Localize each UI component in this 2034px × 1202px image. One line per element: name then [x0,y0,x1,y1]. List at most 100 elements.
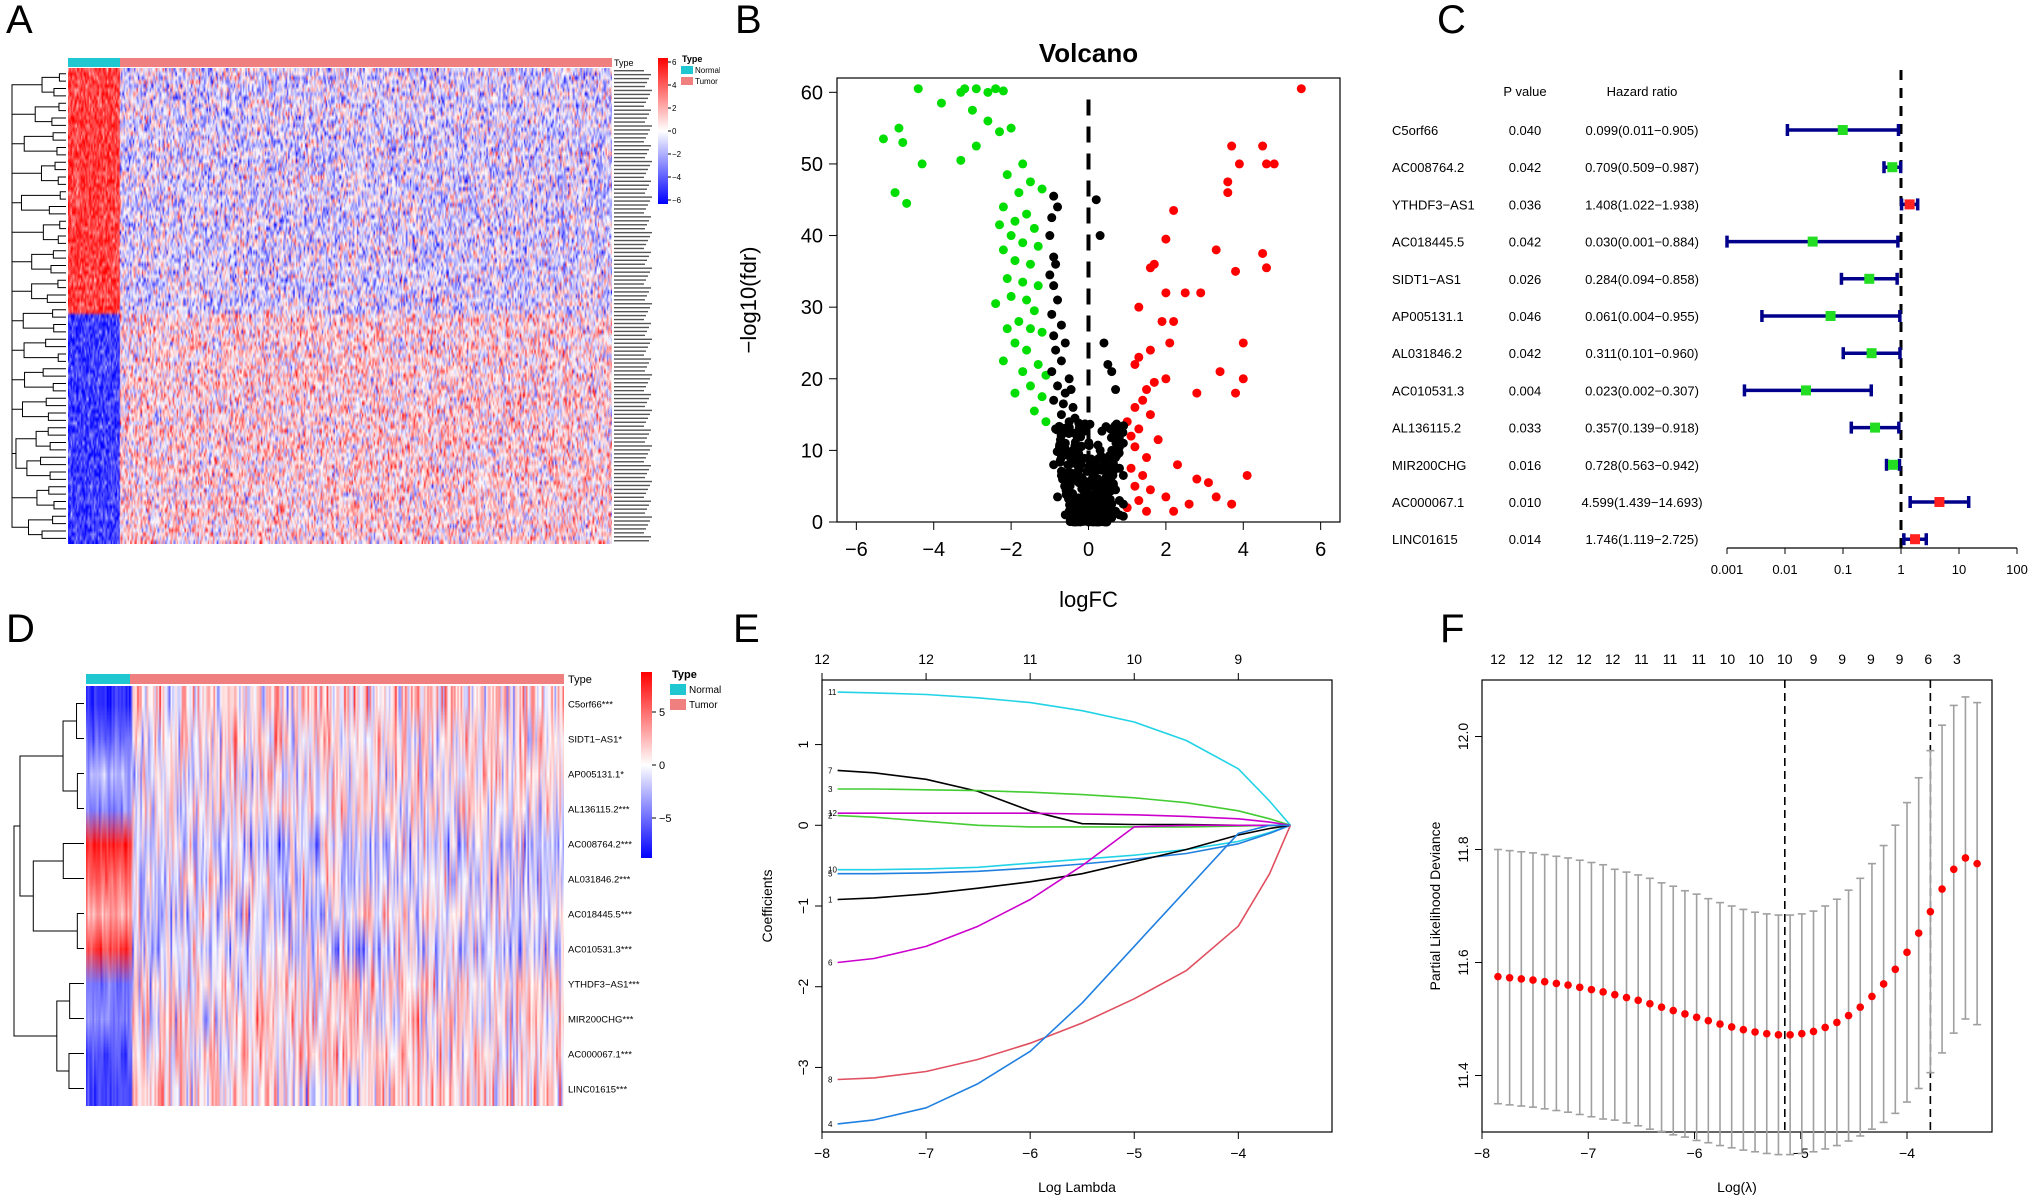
volcano-point [1145,485,1155,495]
deviance-point [1634,996,1642,1005]
volcano-point [1113,447,1123,457]
row-label-mark [614,188,647,190]
panel-label-b: B [735,0,762,42]
volcano-point [1025,177,1035,187]
volcano-point [1055,457,1065,467]
row-label-mark [614,409,652,412]
volcano-point [1231,266,1241,276]
y-tick-label: −2 [795,979,811,995]
volcano-point [1130,481,1140,491]
dendrogram-branch [11,143,42,174]
top-tick-label: 12 [1548,651,1564,667]
gene-label: C5orf66 [1392,123,1438,138]
pvalue-label: 0.040 [1509,123,1542,138]
deviance-point [1833,1018,1841,1027]
y-tick-label: 12.0 [1455,723,1471,750]
hr-label: 0.311(0.101−0.960) [1586,346,1699,361]
x-tick-label: −6 [1022,1145,1038,1161]
volcano-point [1053,202,1063,212]
volcano-point [1006,291,1016,301]
volcano-point [1077,484,1087,494]
volcano-point [1025,259,1035,269]
row-label-mark [614,405,645,408]
volcano-point [898,137,908,147]
dendrogram-branch [26,460,51,477]
volcano-point [1053,492,1063,502]
dendrogram-branch [53,500,66,510]
hr-marker [1825,311,1836,321]
volcano-point [1010,216,1020,226]
row-label-mark [614,255,649,258]
row-label-mark [614,271,650,273]
volcano-point [998,86,1008,96]
volcano-point [1161,374,1171,384]
volcano-point [1029,406,1039,416]
volcano-point [1261,263,1271,273]
volcano-point [1049,252,1059,262]
dendrogram-branch [20,194,61,211]
legend-swatch-tumor [681,77,693,85]
y-axis-label: Partial Likelihood Deviance [1427,821,1443,990]
volcano-point [1118,511,1128,521]
row-label-mark [614,184,649,186]
volcano-point [998,356,1008,366]
legend-swatch-tumor [670,699,686,710]
row-label-mark [614,192,645,194]
row-label: AC010531.3*** [568,945,632,956]
volcano-point [1192,474,1202,484]
volcano-point [1145,345,1155,355]
colorbar-tick-label: −5 [659,813,672,825]
x-tick-label: −6 [1687,1145,1703,1161]
row-label-mark [614,299,645,301]
gene-label: AL031846.2 [1392,346,1462,361]
row-label-mark [614,275,648,277]
dendrogram-branch [50,264,66,274]
volcano-point [1215,367,1225,377]
gene-label: AC010531.3 [1392,383,1464,398]
volcano-point [1018,277,1028,287]
volcano-point [1002,274,1012,284]
row-label-mark [614,172,646,175]
dendrogram-branch [57,176,66,185]
deviance-point [1622,993,1631,1002]
deviance-point [1587,985,1596,994]
panel-a-heatmap-cells [68,68,612,544]
dendrogram-branch [62,720,78,792]
volcano-point [1018,367,1028,377]
path-label: 8 [828,1076,833,1085]
row-label: AP005131.1* [568,770,624,781]
volcano-point [1058,399,1068,409]
deviance-point [1938,885,1946,893]
volcano-point [1041,417,1051,427]
volcano-point [1296,84,1306,94]
dendrogram-branch [45,338,66,348]
volcano-point [1065,481,1075,491]
row-label-mark [614,457,646,459]
x-tick-label: 2 [1160,539,1171,561]
dendrogram-branch [11,453,16,513]
dendrogram-branch [58,73,66,82]
volcano-point [991,299,1001,309]
panel-a-heatmap: Type 6 4 2 0 −2 −4 −6 Type Normal Tumor [11,54,720,544]
volcano-point [1108,470,1118,480]
dendrogram-branch [47,412,66,421]
row-label-mark [614,152,647,155]
pvalue-label: 0.042 [1509,160,1542,175]
volcano-point [1145,263,1155,273]
volcano-point [1051,259,1061,269]
deviance-point [1552,979,1561,988]
top-tick-label: 9 [1810,651,1818,667]
plot-frame [821,679,1333,1133]
annotation-label: Type [614,58,634,68]
volcano-point [1066,385,1076,395]
row-label-mark [614,85,645,88]
dendrogram-branch [40,456,66,466]
pvalue-label: 0.042 [1509,346,1542,361]
dendrogram-branch [51,117,66,126]
deviance-point [1564,981,1572,989]
volcano-point [1087,474,1097,484]
row-label-mark [614,318,644,321]
volcano-point [1142,506,1152,516]
row-label-mark [614,73,651,76]
